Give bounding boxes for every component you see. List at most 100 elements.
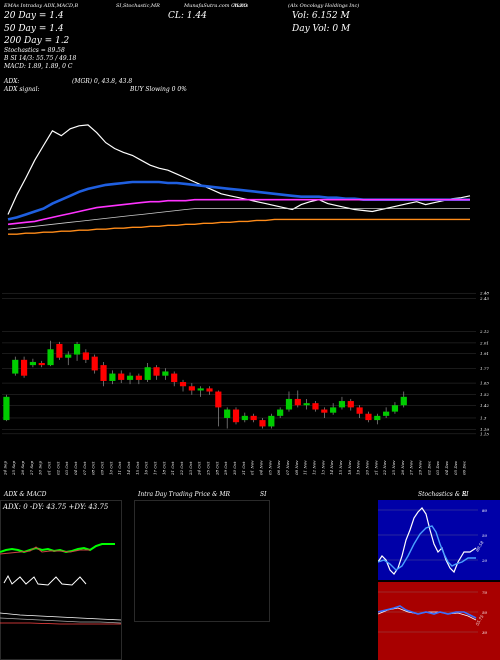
candle-body <box>126 375 134 380</box>
candle-xtick: 06 Nov <box>276 460 281 475</box>
candle-xtick: 03 Dec <box>435 460 440 475</box>
candle-body <box>162 371 169 376</box>
macd-line-2 <box>0 617 122 624</box>
candle-ytick: 2.01 <box>479 340 489 345</box>
adx-panel-text: ADX: 0 -DY: 43.75 +DY: 43.75 <box>2 503 109 511</box>
indicator-info: Stochastics = 89.58 B SI 14/3: 55.75 / 4… <box>4 47 76 71</box>
candle-body <box>135 375 142 380</box>
adx-info: ADX: (MGR) 0, 43.8, 43.8 ADX signal: BUY S… <box>4 78 187 94</box>
candle-body <box>224 409 231 418</box>
candle-xtick: 25 Nov <box>391 460 396 476</box>
candle-body <box>188 386 195 391</box>
header-date-label: MunafaSutra.com Charts <box>184 3 249 9</box>
candle-body <box>91 356 98 371</box>
header-ticker: ALXO <box>233 3 248 9</box>
candle-xtick: 22 Oct <box>179 461 184 476</box>
candle-ytick: 1.63 <box>480 381 489 386</box>
si-value-label: 55.75 <box>475 614 485 627</box>
header-company: (Alx Oncology Holdings Inc) <box>288 3 360 9</box>
candle-xtick: 30 Oct <box>232 461 237 475</box>
si-tick-70: 70 <box>482 590 488 595</box>
candle-body <box>400 396 407 406</box>
candle-body <box>330 407 337 413</box>
stoch-white-line <box>378 507 477 575</box>
candle-xtick: 07 Nov <box>285 460 290 475</box>
ema-series-ema20 <box>7 180 470 221</box>
candle-body <box>153 367 160 376</box>
candle-xtick: 05 Nov <box>267 460 272 475</box>
volume-label: Vol: 6.152 M <box>292 11 350 21</box>
candle-body <box>259 420 266 427</box>
candle-ytick: 2.12 <box>479 329 489 334</box>
candle-xtick: 30 Sep <box>38 461 43 475</box>
candle-body <box>365 413 372 421</box>
candle-body <box>268 415 275 427</box>
adx-mgr: (MGR) 0, 43.8, 43.8 <box>72 78 133 85</box>
candle-xtick: 14 Nov <box>329 460 334 475</box>
ema-series-ema50 <box>7 198 470 226</box>
stoch-tick-80: 80 <box>482 508 488 513</box>
candle-body <box>38 363 45 366</box>
candle-body <box>206 388 213 392</box>
candle-xtick: 03 Oct <box>64 461 69 475</box>
header-left-label: EMAs Intraday ADX,MACD,B <box>4 3 79 9</box>
candle-body <box>100 365 107 381</box>
ema-series-ema100 <box>7 208 470 230</box>
adx-panel-title: ADX & MACD <box>4 491 47 498</box>
intraday-panel-title: Intra Day Trading Price & MR <box>138 491 231 498</box>
candle-xtick: 25 Sep <box>11 461 16 476</box>
candle-body <box>65 354 72 358</box>
candle-body <box>179 382 187 387</box>
candle-body <box>47 349 54 366</box>
candle-xtick: 12 Nov <box>311 460 316 475</box>
candle-xtick: 19 Nov <box>356 460 361 475</box>
candle-xtick: 10 Oct <box>108 461 113 475</box>
candle-xtick: 17 Oct <box>153 461 158 475</box>
adx-red-line <box>0 546 90 555</box>
candle-xtick: 15 Nov <box>338 460 343 475</box>
candle-xtick: 24 Oct <box>197 461 202 476</box>
candle-body <box>391 405 399 412</box>
candle-ytick: 1.42 <box>480 403 489 408</box>
si-bg <box>378 582 500 660</box>
candle-body <box>277 409 284 416</box>
macd-value: MACD: 1.89, 1.89, 0 C <box>4 63 73 70</box>
candle-xtick: 02 Dec <box>426 460 431 475</box>
candle-xtick: 08 Nov <box>294 460 299 475</box>
candle-xtick: 22 Nov <box>382 460 387 476</box>
candle-ytick: 1.52 <box>480 392 489 397</box>
macd-white-line <box>3 574 87 586</box>
candle-xtick: 04 Oct <box>73 461 78 475</box>
candle-body <box>144 367 151 380</box>
candle-body <box>294 398 301 406</box>
candle-body <box>29 361 36 366</box>
adx-macd-panel: ADX: 0 -DY: 43.75 +DY: 43.75 <box>0 500 122 660</box>
candle-xtick: 05 Dec <box>453 460 458 475</box>
macd-line-3 <box>0 622 121 625</box>
candle-xtick: 21 Oct <box>170 461 175 476</box>
candle-xtick: 02 Oct <box>55 461 60 475</box>
candle-xtick: 04 Nov <box>258 460 263 475</box>
adx-signal: BUY Slowing 0 0% <box>130 86 187 93</box>
stochastics-value: Stochastics = 89.58 <box>4 47 65 54</box>
candle-xtick: 15 Oct <box>135 461 140 475</box>
candle-xtick: 14 Oct <box>126 461 131 475</box>
stoch-panel-title: Stochastics & R <box>418 491 467 498</box>
macd-line-1 <box>0 612 122 621</box>
candle-body <box>356 407 363 414</box>
candle-xtick: 01 Nov <box>250 460 255 475</box>
ema20-label: 20 Day = 1.4 <box>4 11 64 21</box>
si-tick-30: 30 <box>482 630 488 635</box>
stoch-si-label: SI <box>462 491 469 498</box>
candle-xtick: 01 Oct <box>47 461 52 475</box>
candle-xtick: 28 Oct <box>214 461 219 476</box>
si-blue-line <box>378 605 477 619</box>
candle-ytick: 1.91 <box>480 351 489 356</box>
intraday-si-label: SI <box>260 491 267 498</box>
candle-xtick: 11 Nov <box>303 460 308 475</box>
candle-body <box>82 352 89 360</box>
candle-body <box>73 343 81 355</box>
candle-body <box>250 415 257 421</box>
candle-xtick: 26 Sep <box>20 461 25 476</box>
candle-xtick: 13 Nov <box>320 460 325 475</box>
